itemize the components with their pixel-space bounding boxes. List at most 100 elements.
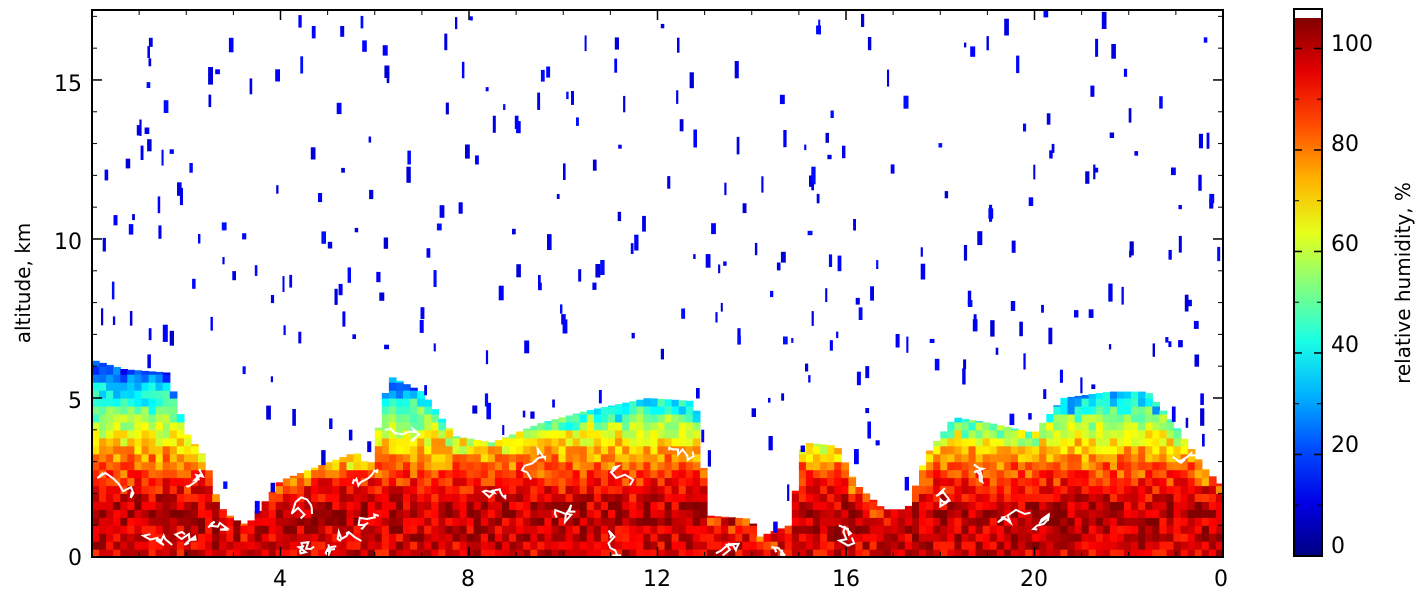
heatmap-cell [1138,453,1146,463]
heatmap-cell [1032,501,1040,510]
dry-speck [776,262,781,271]
heatmap-cell [834,448,842,455]
heatmap-cell [1166,517,1175,526]
heatmap-cell [869,525,878,534]
dry-speck [475,155,479,165]
heatmap-cell [176,493,185,502]
heatmap-cell [1081,533,1090,542]
heatmap-cell [827,445,835,447]
heatmap-cell [1060,445,1069,455]
heatmap-cell [968,493,977,502]
heatmap-cell [148,405,157,415]
heatmap-cell [961,418,970,423]
heatmap-cell [862,549,871,557]
dry-speck [1184,294,1189,312]
dry-speck [1187,299,1192,307]
heatmap-cell [1145,477,1153,487]
heatmap-cell [530,509,538,518]
heatmap-cell [692,453,701,463]
heatmap-cell [798,477,807,487]
heatmap-cell [297,509,305,518]
heatmap-cell [989,469,998,479]
heatmap-cell [657,501,666,510]
heatmap-cell [572,413,581,415]
heatmap-cell [141,390,150,399]
heatmap-cell [1208,509,1217,518]
heatmap-cell [544,549,553,557]
heatmap-cell [1025,525,1033,534]
heatmap-cell [657,541,666,550]
heatmap-cell [360,549,369,557]
heatmap-cell [707,525,715,534]
dry-speck [870,286,874,301]
heatmap-cell [530,493,538,502]
heatmap-cell [438,461,447,471]
heatmap-cell [134,533,143,542]
y-axis-label: altitude, km [11,223,35,344]
dry-speck [689,72,694,89]
heatmap-cell [339,517,348,526]
heatmap-cell [940,445,948,455]
heatmap-cell [445,477,454,487]
heatmap-cell [106,398,114,407]
heatmap-cell [113,509,121,518]
heatmap-cell [1117,533,1125,542]
heatmap-cell [813,485,821,494]
heatmap-cell [92,501,100,510]
heatmap-cell [1067,445,1076,455]
heatmap-cell [671,509,680,518]
dry-speck [158,225,162,239]
heatmap-cell [523,485,531,494]
heatmap-cell [134,421,143,431]
heatmap-cell [92,429,100,439]
heatmap-cell [544,541,553,550]
heatmap-cell [671,549,680,557]
heatmap-cell [1095,501,1104,510]
heatmap-cell [1109,391,1118,399]
heatmap-cell [297,485,305,494]
heatmap-cell [975,501,984,510]
heatmap-cell [516,493,524,502]
heatmap-cell [1010,517,1019,526]
heatmap-cell [671,437,680,447]
dry-speck [995,347,999,355]
heatmap-cell [1010,461,1019,471]
heatmap-cell [381,493,390,502]
heatmap-cell [1201,469,1210,471]
heatmap-cell [798,469,807,479]
heatmap-cell [643,485,652,494]
heatmap-cell [629,533,637,542]
dry-speck [811,182,814,191]
heatmap-cell [572,533,581,542]
heatmap-cell [148,533,157,542]
dry-speck [964,42,967,48]
heatmap-cell [593,509,602,518]
y-tick-label: 10 [54,230,82,255]
heatmap-cell [92,398,100,407]
heatmap-cell [996,437,1005,447]
heatmap-cell [827,493,835,502]
heatmap-cell [113,525,121,534]
heatmap-cell [99,493,107,502]
dry-speck [903,95,909,109]
heatmap-cell [198,485,206,494]
heatmap-cell [169,509,178,518]
heatmap-cell [805,509,814,518]
heatmap-cell [127,398,135,407]
heatmap-cell [473,493,482,502]
heatmap-cell [134,445,143,455]
heatmap-cell [537,477,545,487]
heatmap-cell [883,517,892,526]
heatmap-cell [996,549,1005,557]
heatmap-cell [176,461,185,471]
heatmap-cell [551,525,560,534]
heatmap-cell [813,445,821,455]
heatmap-cell [487,509,496,518]
dry-speck [679,119,684,132]
heatmap-cell [954,525,963,534]
heatmap-cell [1159,437,1168,447]
heatmap-cell [834,493,842,502]
heatmap-cell [113,382,121,391]
dry-speck [962,368,966,385]
heatmap-cell [869,549,878,557]
